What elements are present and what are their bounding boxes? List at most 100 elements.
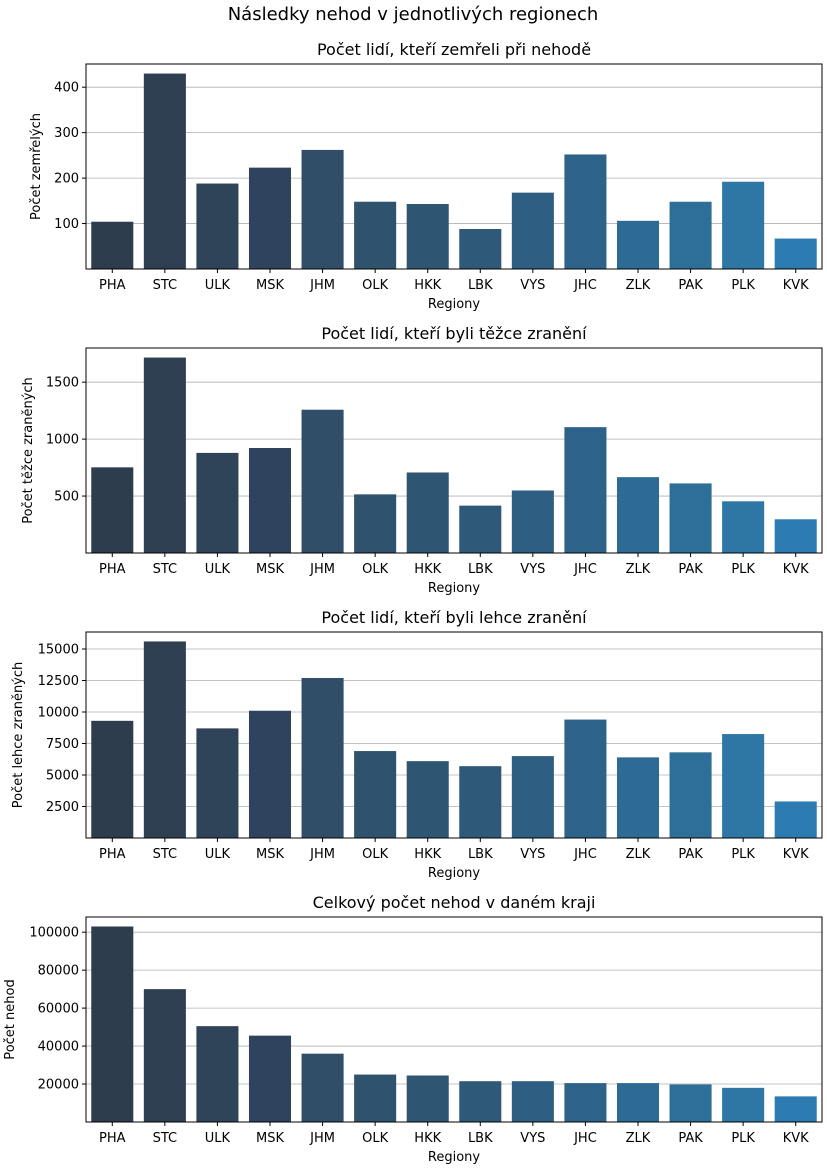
x-tick-label: PAK — [678, 278, 703, 293]
bar-jhc — [564, 154, 607, 269]
x-tick-label: LBK — [468, 1131, 493, 1146]
chart-title: Počet lidí, kteří byli lehce zranění — [321, 608, 587, 627]
y-axis-label: Počet těžce zraněných — [21, 377, 36, 524]
x-tick-label: HKK — [414, 1131, 441, 1146]
bar-olk — [354, 751, 397, 838]
x-tick-label: JHC — [573, 562, 597, 577]
y-tick-label: 40000 — [38, 1040, 79, 1055]
y-axis-label: Počet lehce zraněných — [11, 662, 26, 809]
x-tick-label: LBK — [468, 562, 493, 577]
x-tick-label: VYS — [520, 562, 545, 577]
y-tick-label: 2500 — [46, 800, 79, 815]
bar-pha — [91, 467, 134, 553]
x-tick-label: JHM — [309, 562, 335, 577]
bar-msk — [248, 710, 292, 838]
figure-title: Následky nehod v jednotlivých regionech — [228, 4, 599, 25]
bar-plk — [722, 181, 765, 269]
x-tick-label: ULK — [205, 1131, 231, 1146]
bar-zlk — [616, 757, 660, 838]
bar-olk — [354, 201, 397, 269]
bar-stc — [143, 73, 186, 269]
x-tick-label: KVK — [783, 562, 809, 577]
x-tick-label: VYS — [520, 847, 545, 862]
bar-lbk — [459, 766, 502, 838]
y-tick-label: 100 — [54, 217, 79, 232]
x-tick-label: JHC — [573, 1131, 597, 1146]
x-tick-label: MSK — [256, 847, 284, 862]
x-tick-label: ULK — [205, 847, 231, 862]
x-tick-label: STC — [153, 278, 178, 293]
x-tick-label: PHA — [99, 562, 126, 577]
bar-vys — [511, 756, 554, 838]
y-tick-label: 200 — [54, 172, 79, 187]
x-tick-label: MSK — [256, 278, 284, 293]
x-axis-label: Regiony — [428, 581, 481, 596]
bar-stc — [143, 357, 186, 553]
x-tick-label: STC — [153, 1131, 178, 1146]
y-tick-label: 12500 — [38, 674, 79, 689]
y-tick-label: 7500 — [46, 737, 79, 752]
y-tick-label: 80000 — [38, 964, 79, 979]
bar-ulk — [196, 183, 239, 269]
x-tick-label: KVK — [783, 278, 809, 293]
x-tick-label: LBK — [468, 847, 493, 862]
bar-zlk — [616, 1083, 660, 1122]
y-tick-label: 20000 — [38, 1078, 79, 1093]
bar-jhc — [564, 719, 607, 838]
plot-frame — [85, 631, 823, 839]
bar-olk — [354, 494, 397, 553]
x-tick-label: JHC — [573, 278, 597, 293]
x-tick-label: STC — [153, 847, 178, 862]
chart-title: Počet lidí, kteří byli těžce zranění — [321, 324, 587, 343]
bar-lbk — [459, 229, 502, 269]
y-tick-label: 5000 — [46, 769, 79, 784]
bar-jhm — [301, 1053, 344, 1122]
bar-ulk — [196, 452, 239, 553]
x-axis-label: Regiony — [428, 866, 481, 881]
bar-msk — [248, 1035, 292, 1122]
x-tick-label: VYS — [520, 278, 545, 293]
x-tick-label: PLK — [731, 278, 755, 293]
x-tick-label: PAK — [678, 562, 703, 577]
bar-lbk — [459, 1081, 502, 1122]
chart-title: Počet lidí, kteří zemřeli při nehodě — [317, 40, 591, 59]
x-tick-label: PAK — [678, 1131, 703, 1146]
x-tick-label: ZLK — [626, 562, 651, 577]
bar-zlk — [616, 220, 660, 269]
y-tick-label: 400 — [54, 81, 79, 96]
x-tick-label: PHA — [99, 847, 126, 862]
x-tick-label: ULK — [205, 278, 231, 293]
bar-msk — [248, 167, 292, 269]
x-axis-label: Regiony — [428, 297, 481, 312]
x-axis-label: Regiony — [428, 1150, 481, 1165]
bar-jhm — [301, 149, 344, 269]
y-tick-label: 15000 — [38, 643, 79, 658]
chart-title: Celkový počet nehod v daném kraji — [313, 893, 596, 912]
bar-vys — [511, 1081, 554, 1122]
x-tick-label: HKK — [414, 562, 441, 577]
bar-kvk — [774, 519, 817, 553]
x-tick-label: JHM — [309, 278, 335, 293]
x-tick-label: STC — [153, 562, 178, 577]
bar-stc — [143, 641, 186, 838]
x-tick-label: KVK — [783, 1131, 809, 1146]
bar-zlk — [616, 477, 660, 553]
bar-kvk — [774, 1096, 817, 1122]
bar-ulk — [196, 1026, 239, 1122]
x-tick-label: KVK — [783, 847, 809, 862]
x-tick-label: LBK — [468, 278, 493, 293]
bar-pha — [91, 926, 134, 1122]
bar-pha — [91, 221, 134, 269]
bar-pak — [669, 752, 712, 838]
x-tick-label: ZLK — [626, 278, 651, 293]
bar-jhc — [564, 1083, 607, 1122]
bar-pak — [669, 483, 712, 553]
y-axis-label: Počet zemřelých — [29, 113, 44, 220]
x-tick-label: ZLK — [626, 1131, 651, 1146]
y-tick-label: 100000 — [29, 926, 79, 941]
plot-frame — [85, 347, 823, 554]
x-tick-label: OLK — [362, 1131, 388, 1146]
bar-vys — [511, 192, 554, 269]
x-tick-label: HKK — [414, 278, 441, 293]
